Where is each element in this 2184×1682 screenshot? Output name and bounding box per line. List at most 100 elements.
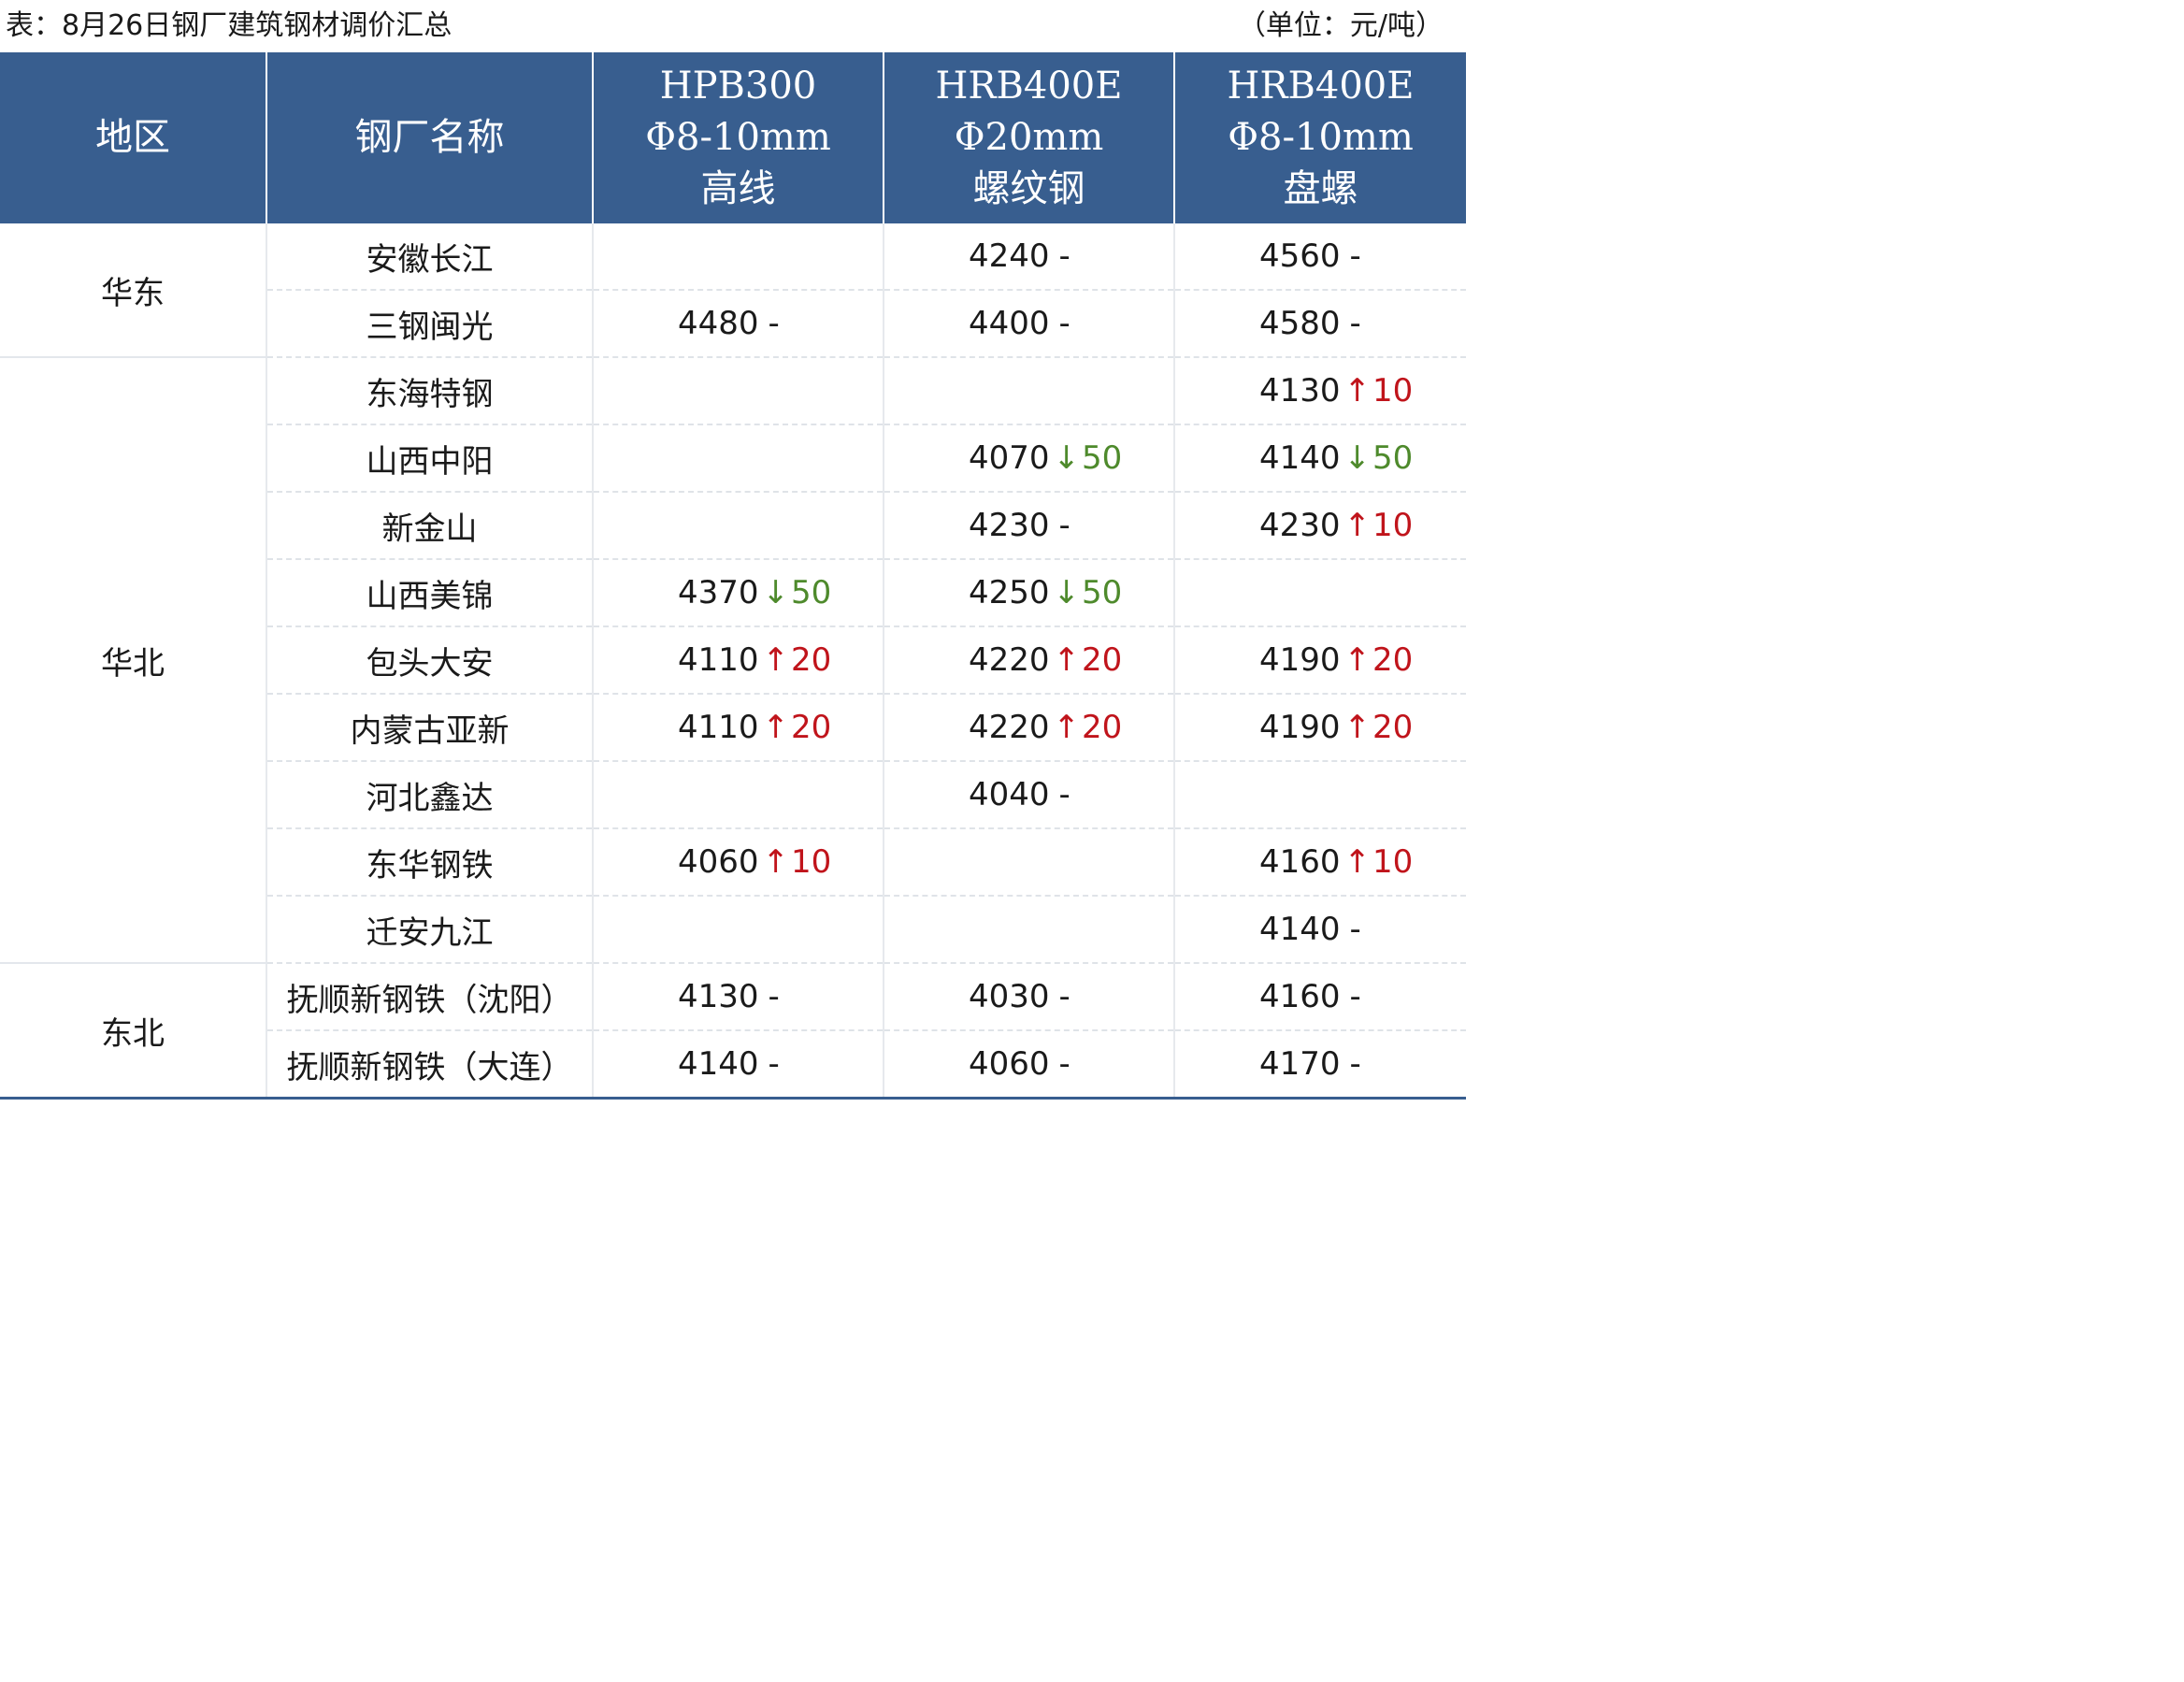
table-row: 东华钢铁 4060 ↑10 4160 ↑10 [0,828,1466,897]
price-cell: 4130 ↑10 [1174,357,1466,425]
price-value: 4190 [1259,641,1341,679]
price-change: - [1058,305,1070,342]
price-value: 4040 [969,776,1050,813]
unit-note: （单位：元/吨） [1237,9,1444,42]
price-change: 20 [1082,641,1123,679]
price-value: 4250 [969,574,1050,611]
arrow-up-icon: ↑ [1053,641,1081,679]
mill-name-cell: 河北鑫达 [266,761,594,829]
table-row: 三钢闽光 4480-4400-4580- [0,290,1466,358]
mill-name-cell: 包头大安 [266,626,594,695]
price-table: 地区 钢厂名称 HPB300 Φ8-10mm 高线 HRB400E Φ20mm … [0,52,1466,1100]
price-cell: 4230 ↑10 [1174,492,1466,560]
price-value: 4140 [678,1045,759,1083]
price-cell: 4040- [884,761,1175,829]
price-cell: 4480- [593,290,884,358]
mill-name-cell: 新金山 [266,492,594,560]
price-cell: 4070 ↓50 [884,424,1175,493]
price-cell [593,223,884,291]
price-change: - [1349,305,1361,342]
price-change: - [1058,507,1070,544]
price-cell [1174,761,1466,829]
price-value: 4160 [1259,978,1341,1015]
price-change: - [1058,776,1070,813]
table-row: 东北 抚顺新钢铁（沈阳） 4130-4030-4160- [0,963,1466,1100]
price-change: 20 [1372,709,1414,746]
header-line: Φ20mm [954,116,1104,159]
price-change: - [1349,911,1361,948]
price-value: 4230 [969,507,1050,544]
mill-name-cell: 安徽长江 [266,223,594,291]
table-caption: 表：8月26日钢厂建筑钢材调价汇总 （单位：元/吨） [0,0,1466,52]
mill-name-cell: 三钢闽光 [266,290,594,358]
price-change: 20 [1372,641,1414,679]
arrow-up-icon: ↑ [762,641,790,679]
table-row: 河北鑫达 4040- [0,761,1466,829]
price-change: 50 [1372,439,1414,477]
table-body: 华东 安徽长江 4240-4560- 三钢闽光 4480-4400-4580- 华北 东海特… [0,223,1466,1100]
price-value: 4580 [1259,305,1341,342]
price-change: 50 [1082,439,1123,477]
table-row: 华东 安徽长江 4240-4560- [0,223,1466,358]
header-line: 盘螺 [1283,167,1358,210]
header-hrb400e-rebar: HRB400E Φ20mm 螺纹钢 [884,52,1175,223]
price-cell: 4230- [884,492,1175,560]
table-header: 地区 钢厂名称 HPB300 Φ8-10mm 高线 HRB400E Φ20mm … [0,52,1466,223]
header-mill: 钢厂名称 [266,52,594,223]
price-cell: 4190 ↑20 [1174,626,1466,695]
price-value: 4110 [678,641,759,679]
price-change: - [768,978,780,1015]
price-change: - [768,1045,780,1083]
table-row: 山西中阳 4070 ↓50 4140 ↓50 [0,424,1466,493]
header-hrb400e-coil: HRB400E Φ8-10mm 盘螺 [1174,52,1466,223]
price-change: - [1349,1045,1361,1083]
arrow-down-icon: ↓ [762,574,790,611]
price-value: 4220 [969,641,1050,679]
price-change: - [1349,978,1361,1015]
header-region: 地区 [0,52,267,223]
price-change: - [1349,237,1361,275]
region-cell: 华东 [0,223,267,358]
price-cell: 4220 ↑20 [884,626,1175,695]
price-value: 4140 [1259,911,1341,948]
price-cell [1174,559,1466,627]
price-cell: 4060 ↑10 [593,828,884,897]
price-value: 4060 [678,843,759,881]
table-row: 华北 东海特钢 4130 ↑10 [0,357,1466,964]
price-change: 50 [1082,574,1123,611]
price-cell: 4580- [1174,290,1466,358]
arrow-up-icon: ↑ [1343,843,1372,881]
region-cell: 东北 [0,963,267,1100]
price-change: - [1058,978,1070,1015]
price-cell: 4140- [1174,896,1466,964]
price-value: 4560 [1259,237,1341,275]
price-cell: 4060- [884,1030,1175,1100]
price-cell [593,896,884,964]
price-value: 4220 [969,709,1050,746]
price-change: 50 [791,574,832,611]
price-value: 4160 [1259,843,1341,881]
arrow-down-icon: ↓ [1053,439,1081,477]
header-line: HRB400E [935,65,1123,108]
price-value: 4240 [969,237,1050,275]
price-cell: 4030- [884,963,1175,1031]
price-change: 10 [1372,507,1414,544]
price-cell [593,492,884,560]
table-row: 迁安九江 4140- [0,896,1466,964]
price-value: 4030 [969,978,1050,1015]
price-cell: 4130- [593,963,884,1031]
price-cell: 4220 ↑20 [884,694,1175,762]
price-value: 4480 [678,305,759,342]
table-title: 表：8月26日钢厂建筑钢材调价汇总 [6,9,453,42]
arrow-down-icon: ↓ [1343,439,1372,477]
mill-name-cell: 东华钢铁 [266,828,594,897]
price-cell: 4140- [593,1030,884,1100]
header-hpb300: HPB300 Φ8-10mm 高线 [593,52,884,223]
price-value: 4130 [678,978,759,1015]
price-cell: 4140 ↓50 [1174,424,1466,493]
mill-name-cell: 内蒙古亚新 [266,694,594,762]
price-cell [884,357,1175,425]
arrow-up-icon: ↑ [1343,709,1372,746]
mill-name-cell: 抚顺新钢铁（沈阳） [266,963,594,1031]
price-cell: 4240- [884,223,1175,291]
